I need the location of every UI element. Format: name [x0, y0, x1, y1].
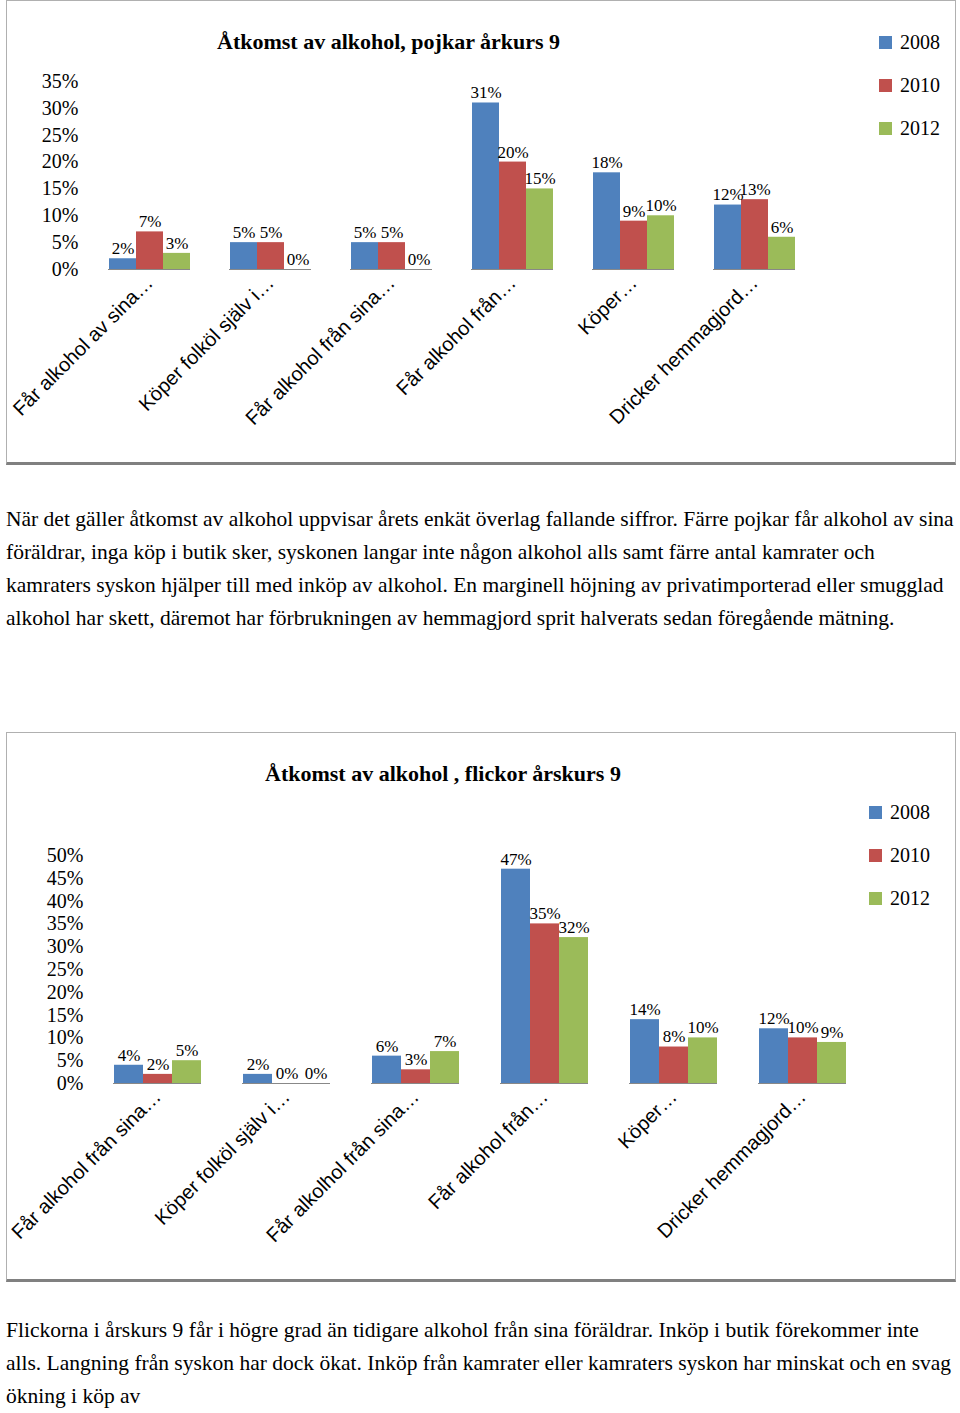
svg-text:Får alkohol av sina…: Får alkohol av sina… — [8, 271, 156, 419]
svg-text:5%: 5% — [57, 1049, 84, 1071]
html-text:2010: 2010 — [890, 844, 930, 866]
svg-text:7%: 7% — [139, 212, 162, 231]
svg-text:6%: 6% — [771, 218, 794, 237]
svg-text:6%: 6% — [376, 1037, 399, 1056]
svg-text:10%: 10% — [787, 1018, 818, 1037]
svg-text:0%: 0% — [408, 250, 431, 269]
svg-text:2%: 2% — [147, 1055, 170, 1074]
svg-text:4%: 4% — [118, 1046, 141, 1065]
svg-text:47%: 47% — [500, 850, 531, 869]
svg-text:9%: 9% — [623, 202, 646, 221]
svg-text:5%: 5% — [233, 223, 256, 242]
svg-text:8%: 8% — [663, 1027, 686, 1046]
svg-text:0%: 0% — [305, 1064, 328, 1083]
svg-text:30%: 30% — [42, 97, 79, 119]
svg-text:0%: 0% — [287, 250, 310, 269]
html-text:Åtkomst av alkohol, pojkar årk: Åtkomst av alkohol, pojkar årkurs 9 — [217, 29, 561, 54]
svg-text:9%: 9% — [821, 1023, 844, 1042]
svg-text:10%: 10% — [645, 196, 676, 215]
svg-text:18%: 18% — [591, 153, 622, 172]
svg-text:20%: 20% — [497, 143, 528, 162]
svg-text:20%: 20% — [47, 981, 84, 1003]
svg-text:12%: 12% — [712, 185, 744, 205]
svg-text:5%: 5% — [381, 223, 404, 242]
svg-text:14%: 14% — [629, 1000, 660, 1019]
svg-text:50%: 50% — [47, 844, 84, 866]
svg-text:3%: 3% — [405, 1050, 428, 1069]
svg-text:5%: 5% — [52, 231, 79, 253]
svg-text:0%: 0% — [276, 1064, 299, 1083]
svg-text:5%: 5% — [176, 1041, 199, 1060]
svg-text:Dricker hemmagjord…: Dricker hemmagjord… — [653, 1085, 810, 1242]
svg-text:13%: 13% — [739, 180, 770, 199]
html-text:När det gäller åtkomst av alko: När det gäller åtkomst av alkohol uppvis… — [6, 507, 954, 630]
svg-text:31%: 31% — [470, 83, 501, 102]
svg-text:12%: 12% — [758, 1009, 789, 1028]
svg-text:30%: 30% — [47, 935, 84, 957]
svg-text:15%: 15% — [42, 177, 79, 199]
svg-text:35%: 35% — [47, 912, 84, 934]
svg-text:7%: 7% — [434, 1032, 457, 1051]
svg-text:5%: 5% — [354, 223, 377, 242]
svg-text:Får alkohol från sina…: Får alkohol från sina… — [241, 271, 399, 429]
svg-text:Får alkohol från…: Får alkohol från… — [392, 271, 520, 399]
svg-text:Köper folköl själv i…: Köper folköl själv i… — [150, 1085, 294, 1229]
svg-text:15%: 15% — [47, 1004, 84, 1026]
html-text:2008: 2008 — [900, 31, 940, 53]
html-text:Flickorna i årskurs 9 får i hö: Flickorna i årskurs 9 får i högre grad ä… — [6, 1318, 952, 1408]
svg-text:32%: 32% — [558, 918, 589, 937]
html-text:Åtkomst av alkohol , flickor å: Åtkomst av alkohol , flickor årskurs 9 — [265, 761, 621, 786]
svg-text:20%: 20% — [42, 150, 79, 172]
svg-text:Får alkohol från…: Får alkohol från… — [424, 1085, 552, 1213]
svg-text:25%: 25% — [47, 958, 84, 980]
svg-text:Dricker hemmagjord…: Dricker hemmagjord… — [605, 271, 762, 428]
html-text:2010: 2010 — [900, 74, 940, 96]
svg-text:Köper…: Köper… — [573, 271, 640, 338]
svg-text:Köper folköl själv i…: Köper folköl själv i… — [134, 271, 278, 415]
svg-text:2%: 2% — [112, 239, 135, 258]
svg-text:35%: 35% — [529, 904, 560, 923]
svg-text:0%: 0% — [57, 1072, 84, 1094]
html-text:2012: 2012 — [900, 117, 940, 139]
svg-text:5%: 5% — [260, 223, 283, 242]
svg-text:25%: 25% — [42, 124, 79, 146]
svg-text:3%: 3% — [166, 234, 189, 253]
svg-text:15%: 15% — [524, 169, 555, 188]
svg-text:40%: 40% — [47, 890, 84, 912]
html-text:2012: 2012 — [890, 887, 930, 909]
svg-text:10%: 10% — [47, 1026, 84, 1048]
svg-text:10%: 10% — [687, 1018, 718, 1037]
svg-text:Får alkolhol från sina…: Får alkolhol från sina… — [262, 1085, 423, 1246]
svg-text:2%: 2% — [247, 1055, 270, 1074]
svg-text:0%: 0% — [52, 258, 79, 280]
svg-text:10%: 10% — [42, 204, 79, 226]
svg-text:Får alkohol från sina…: Får alkohol från sina… — [7, 1085, 165, 1243]
svg-text:Köper…: Köper… — [613, 1085, 680, 1152]
html-text:2008: 2008 — [890, 801, 930, 823]
svg-text:45%: 45% — [47, 867, 84, 889]
svg-text:35%: 35% — [42, 70, 79, 92]
